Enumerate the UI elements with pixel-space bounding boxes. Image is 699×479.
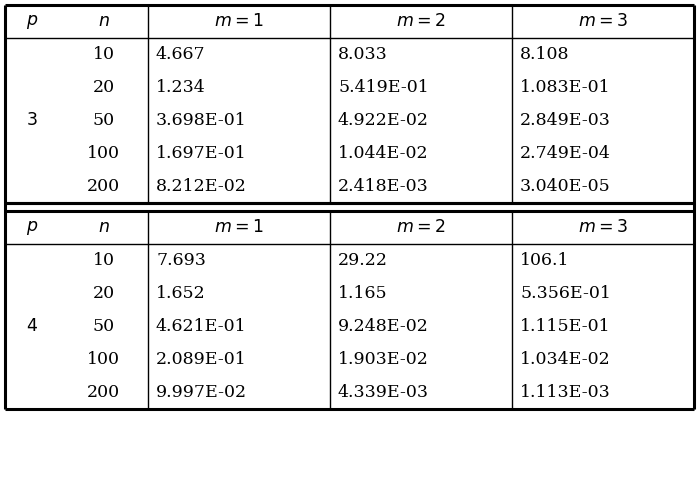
Text: $4$: $4$ <box>27 318 38 335</box>
Text: 9.997E-02: 9.997E-02 <box>156 384 247 401</box>
Text: $m = 1$: $m = 1$ <box>214 219 264 236</box>
Text: $m = 3$: $m = 3$ <box>578 219 628 236</box>
Text: 8.212E-02: 8.212E-02 <box>156 178 247 195</box>
Text: 100: 100 <box>87 351 120 368</box>
Text: $m = 2$: $m = 2$ <box>396 219 446 236</box>
Text: 50: 50 <box>93 318 115 335</box>
Text: $n$: $n$ <box>98 219 110 236</box>
Text: 1.044E-02: 1.044E-02 <box>338 145 428 162</box>
Text: 3.698E-01: 3.698E-01 <box>156 112 247 129</box>
Text: 1.034E-02: 1.034E-02 <box>520 351 611 368</box>
Text: 20: 20 <box>93 79 115 96</box>
Text: $3$: $3$ <box>27 112 38 129</box>
Text: 106.1: 106.1 <box>520 252 570 269</box>
Text: 7.693: 7.693 <box>156 252 206 269</box>
Text: 5.419E-01: 5.419E-01 <box>338 79 428 96</box>
Text: 10: 10 <box>93 46 115 63</box>
Text: 1.234: 1.234 <box>156 79 206 96</box>
Text: 1.115E-01: 1.115E-01 <box>520 318 611 335</box>
Text: 9.248E-02: 9.248E-02 <box>338 318 429 335</box>
Text: 2.418E-03: 2.418E-03 <box>338 178 428 195</box>
Text: 100: 100 <box>87 145 120 162</box>
Text: $m = 1$: $m = 1$ <box>214 13 264 30</box>
Text: 1.697E-01: 1.697E-01 <box>156 145 247 162</box>
Text: 1.113E-03: 1.113E-03 <box>520 384 611 401</box>
Text: $p$: $p$ <box>26 12 38 31</box>
Text: $m = 2$: $m = 2$ <box>396 13 446 30</box>
Text: 4.621E-01: 4.621E-01 <box>156 318 247 335</box>
Text: 1.903E-02: 1.903E-02 <box>338 351 429 368</box>
Text: 4.339E-03: 4.339E-03 <box>338 384 429 401</box>
Text: 200: 200 <box>87 178 120 195</box>
Text: 4.667: 4.667 <box>156 46 206 63</box>
Text: 2.849E-03: 2.849E-03 <box>520 112 611 129</box>
Text: 2.749E-04: 2.749E-04 <box>520 145 611 162</box>
Text: $m = 3$: $m = 3$ <box>578 13 628 30</box>
Text: 1.165: 1.165 <box>338 285 388 302</box>
Text: 2.089E-01: 2.089E-01 <box>156 351 247 368</box>
Text: 10: 10 <box>93 252 115 269</box>
Text: 20: 20 <box>93 285 115 302</box>
Text: $p$: $p$ <box>26 218 38 237</box>
Text: 200: 200 <box>87 384 120 401</box>
Text: 29.22: 29.22 <box>338 252 388 269</box>
Text: 1.652: 1.652 <box>156 285 206 302</box>
Text: 4.922E-02: 4.922E-02 <box>338 112 429 129</box>
Text: 3.040E-05: 3.040E-05 <box>520 178 611 195</box>
Text: $n$: $n$ <box>98 13 110 30</box>
Text: 50: 50 <box>93 112 115 129</box>
Text: 1.083E-01: 1.083E-01 <box>520 79 611 96</box>
Text: 8.033: 8.033 <box>338 46 388 63</box>
Text: 8.108: 8.108 <box>520 46 570 63</box>
Text: 5.356E-01: 5.356E-01 <box>520 285 611 302</box>
